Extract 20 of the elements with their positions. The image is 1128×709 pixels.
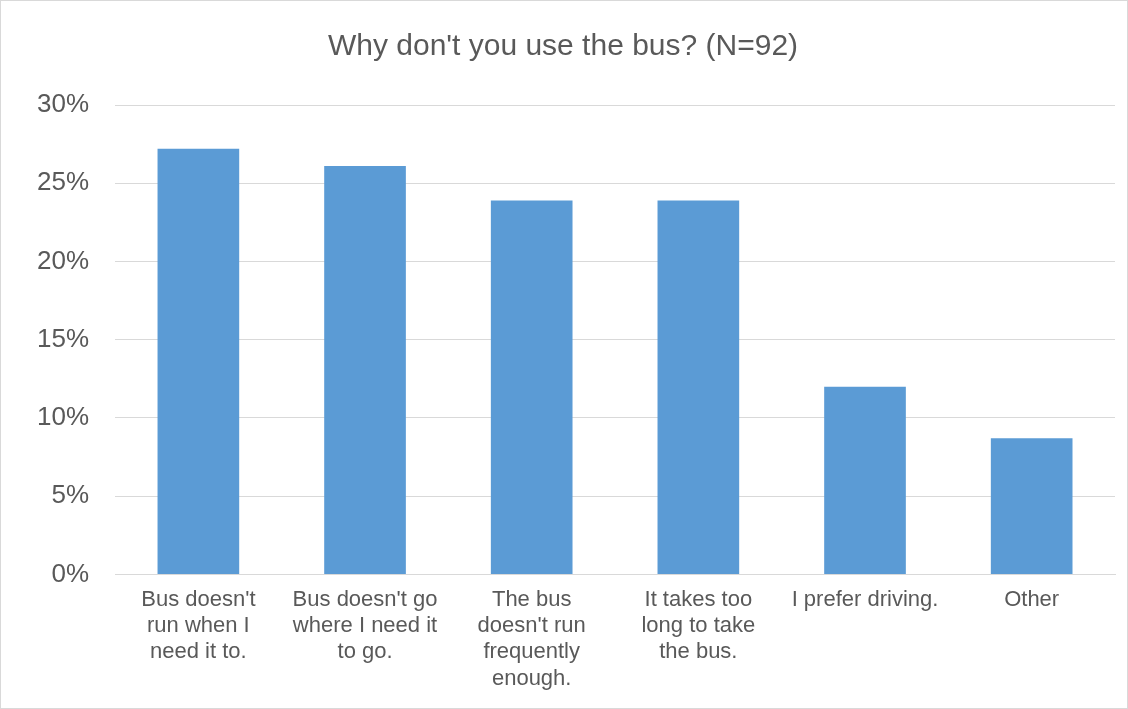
x-tick-label: Other <box>1004 585 1060 611</box>
bar <box>157 148 240 574</box>
bar <box>657 200 740 574</box>
bar <box>490 200 573 574</box>
x-tick-label: Bus doesn't run when I need it to. <box>141 585 256 664</box>
y-tick-label: 15% <box>36 322 90 353</box>
y-tick-label: 30% <box>36 88 90 119</box>
y-tick-label: 5% <box>51 479 90 510</box>
x-tick-label: The bus doesn't run frequently enough. <box>477 585 586 690</box>
x-tick-label: I prefer driving. <box>791 585 939 611</box>
y-tick-label: 25% <box>36 166 90 197</box>
bar <box>324 166 406 574</box>
y-tick-label: 20% <box>36 244 90 275</box>
bar <box>990 438 1073 574</box>
y-tick-label: 10% <box>36 401 90 432</box>
y-tick-label: 0% <box>51 557 90 588</box>
bar <box>824 386 906 574</box>
x-tick-label: It takes too long to take the bus. <box>641 585 756 664</box>
x-tick-label: Bus doesn't go where I need it to go. <box>291 585 438 664</box>
chart-title: Why don't you use the bus? (N=92) <box>327 28 799 62</box>
